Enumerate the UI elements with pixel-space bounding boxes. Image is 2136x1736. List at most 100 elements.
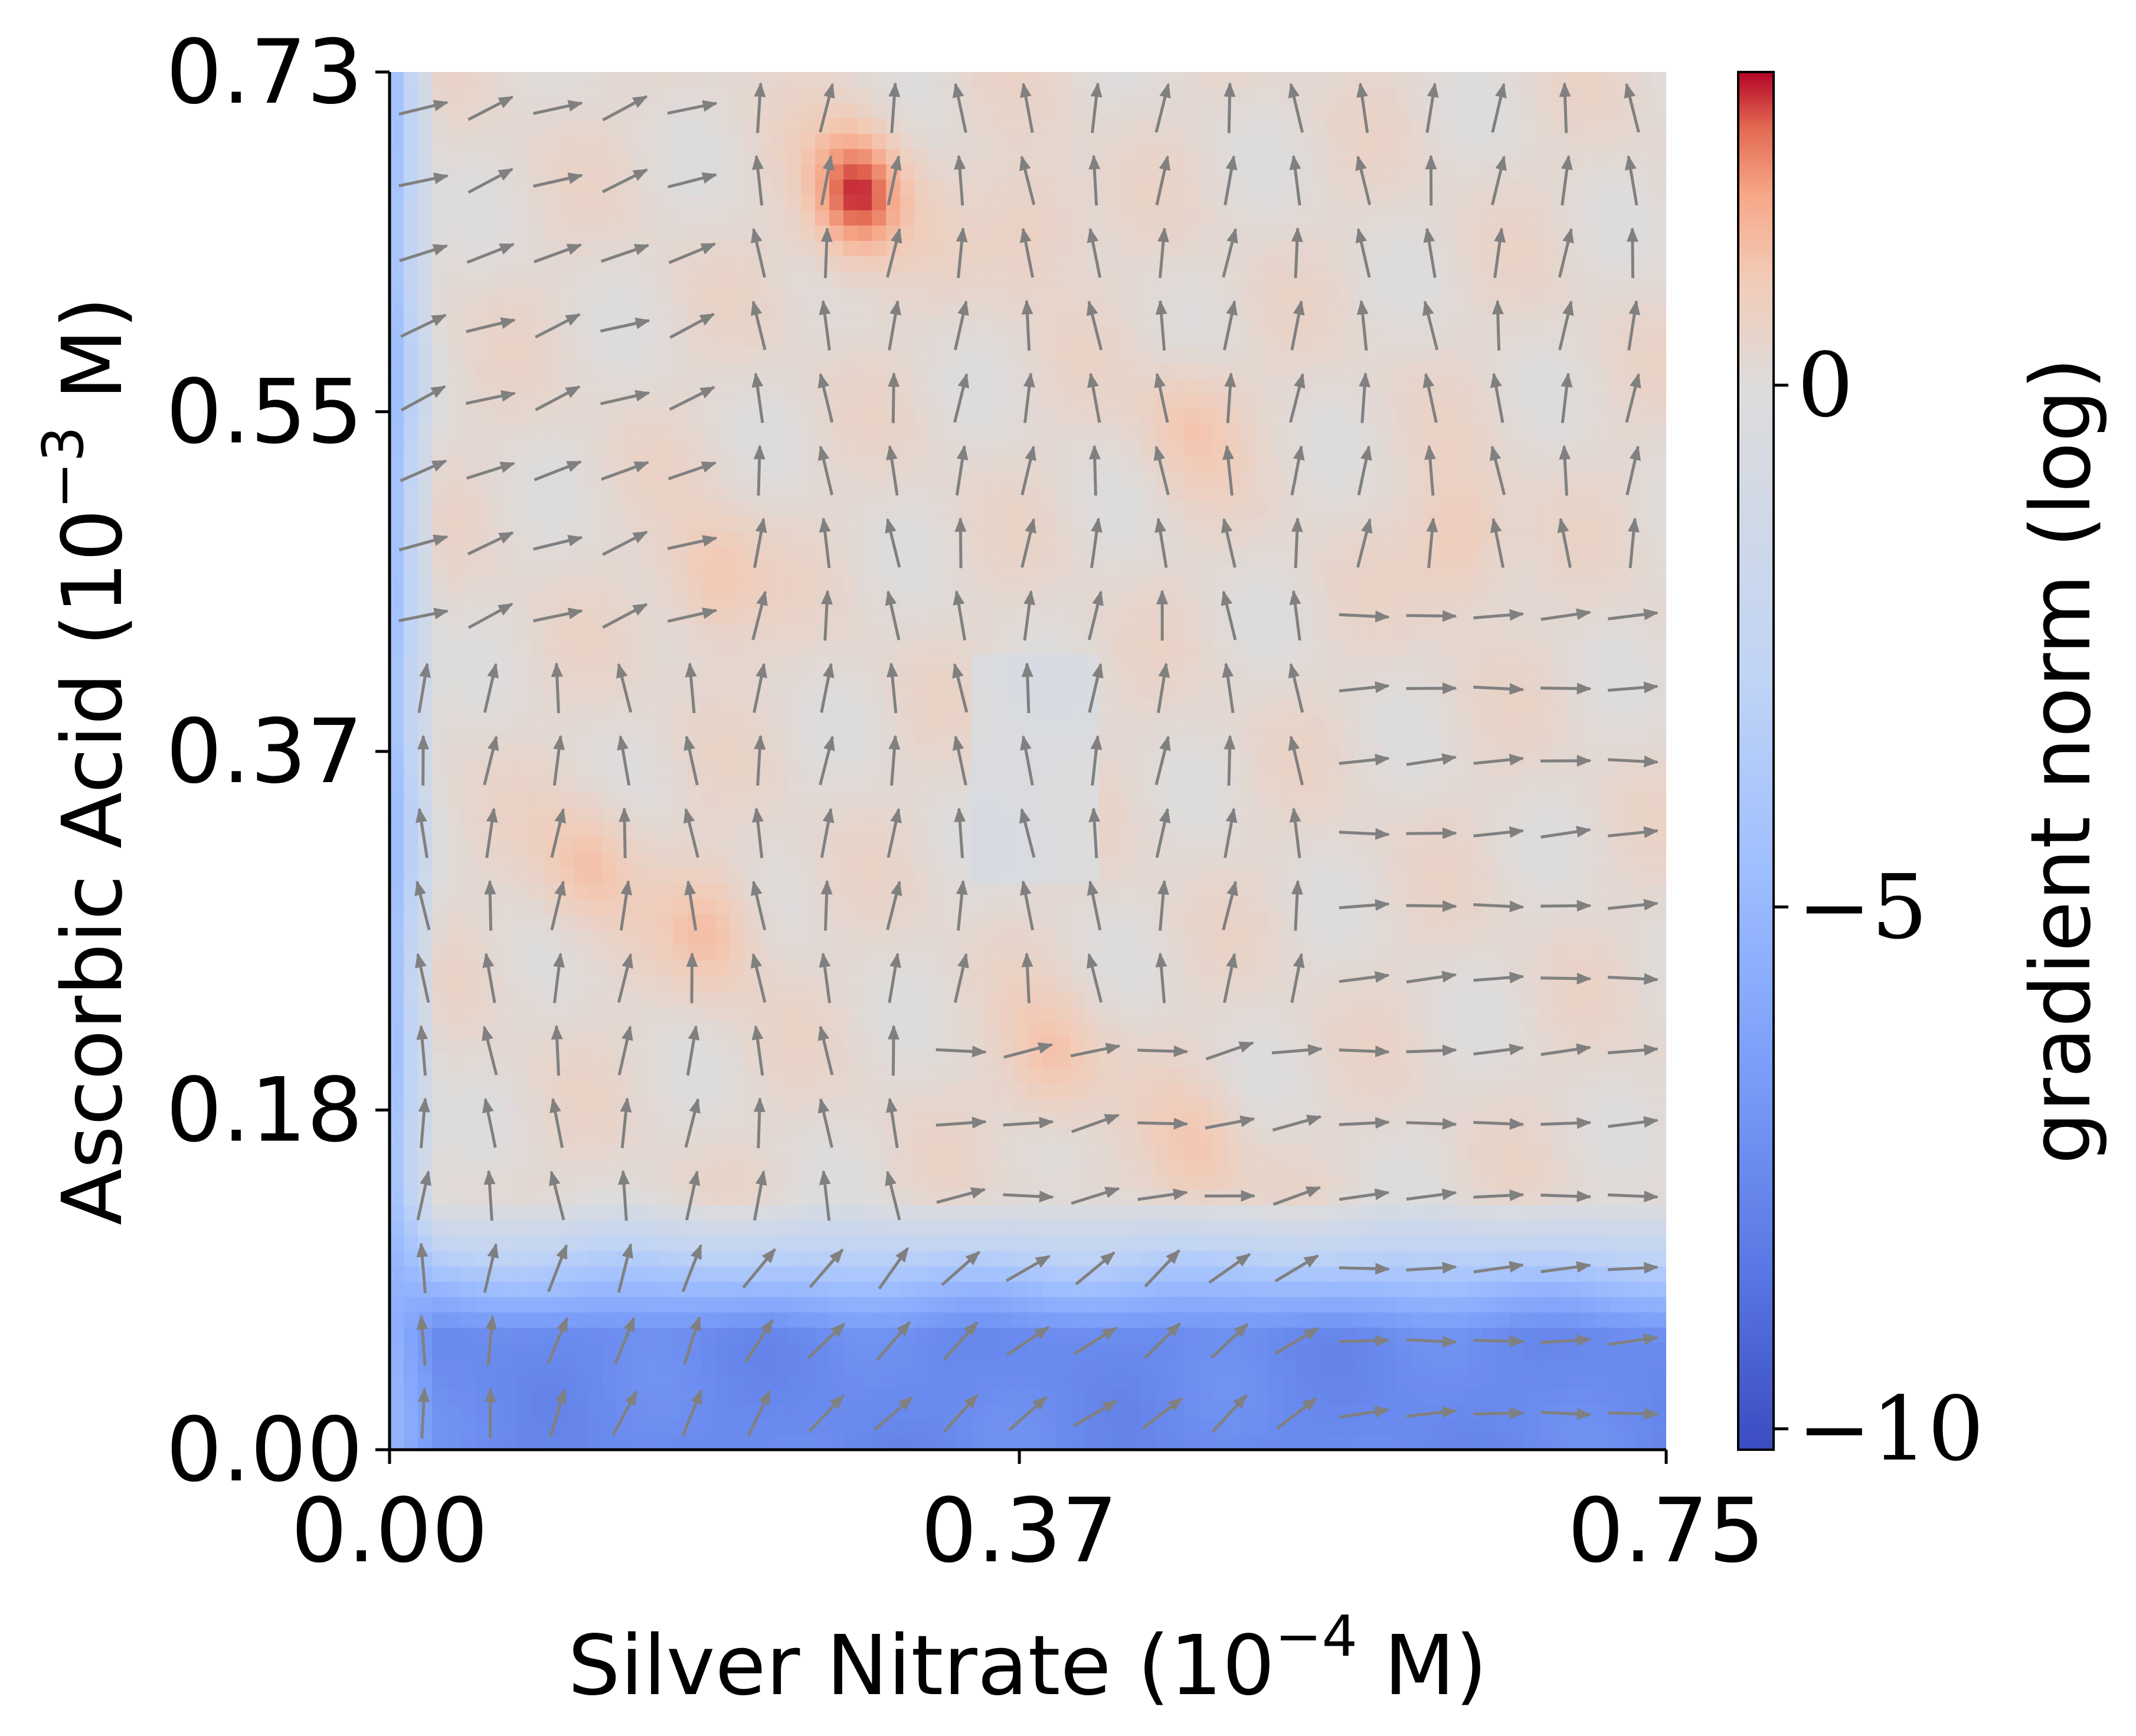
- heatmap-cell: [630, 1189, 646, 1205]
- heatmap-cell: [645, 179, 660, 195]
- heatmap-cell: [800, 1128, 816, 1145]
- heatmap-cell: [446, 638, 461, 655]
- heatmap-cell: [985, 393, 1000, 410]
- heatmap-cell: [1169, 822, 1185, 838]
- heatmap-cell: [1169, 1266, 1185, 1282]
- heatmap-cell: [943, 761, 958, 777]
- heatmap-cell: [985, 653, 1000, 670]
- heatmap-cell: [390, 1189, 404, 1205]
- heatmap-cell: [545, 501, 561, 516]
- heatmap-cell: [560, 746, 575, 761]
- heatmap-cell: [517, 470, 532, 486]
- heatmap-cell: [900, 1005, 915, 1022]
- heatmap-cell: [843, 148, 858, 165]
- heatmap-cell: [630, 699, 646, 715]
- heatmap-cell: [971, 791, 986, 807]
- heatmap-cell: [999, 424, 1015, 440]
- heatmap-cell: [957, 179, 972, 195]
- heatmap-cell: [1169, 791, 1185, 807]
- heatmap-cell: [630, 210, 646, 226]
- heatmap-cell: [744, 1128, 759, 1145]
- heatmap-cell: [446, 470, 461, 486]
- heatmap-cell: [630, 1266, 646, 1282]
- heatmap-cell: [630, 1419, 646, 1435]
- heatmap-cell: [475, 1189, 490, 1205]
- heatmap-cell: [404, 1113, 418, 1129]
- heatmap-cell: [971, 194, 986, 211]
- heatmap-cell: [1098, 378, 1114, 394]
- heatmap-cell: [1028, 393, 1043, 410]
- heatmap-cell: [404, 990, 418, 1006]
- heatmap-cell: [730, 776, 745, 792]
- heatmap-cell: [1169, 806, 1185, 823]
- heatmap-cell: [772, 501, 787, 516]
- heatmap-cell: [772, 316, 787, 333]
- heatmap-cell: [829, 914, 844, 930]
- heatmap-cell: [829, 791, 844, 807]
- heatmap-cell: [1070, 852, 1085, 869]
- heatmap-cell: [602, 1250, 617, 1267]
- heatmap-cell: [602, 761, 617, 777]
- heatmap-cell: [432, 1097, 447, 1114]
- heatmap-cell: [531, 1128, 547, 1145]
- heatmap-cell: [1070, 1159, 1085, 1175]
- heatmap-cell: [446, 133, 461, 149]
- heatmap-cell: [602, 1097, 617, 1114]
- heatmap-cell: [928, 210, 944, 226]
- heatmap-cell: [800, 791, 816, 807]
- heatmap-cell: [872, 653, 887, 670]
- heatmap-cell: [900, 1373, 915, 1390]
- heatmap-cell: [503, 852, 518, 869]
- heatmap-cell: [645, 1005, 660, 1022]
- heatmap-cell: [588, 133, 603, 149]
- heatmap-cell: [659, 1005, 674, 1022]
- heatmap-cell: [730, 87, 745, 103]
- heatmap-cell: [800, 960, 816, 976]
- heatmap-cell: [914, 439, 930, 456]
- heatmap-cell: [574, 1419, 589, 1435]
- heatmap-cell: [1113, 592, 1128, 609]
- heatmap-cell: [1013, 761, 1029, 777]
- heatmap-cell: [602, 868, 617, 884]
- heatmap-cell: [928, 1143, 944, 1160]
- heatmap-cell: [1042, 102, 1057, 119]
- heatmap-cell: [928, 746, 944, 761]
- heatmap-cell: [1042, 133, 1057, 149]
- heatmap-cell: [630, 761, 646, 777]
- heatmap-cell: [715, 179, 731, 195]
- heatmap-cell: [701, 776, 717, 792]
- heatmap-cell: [985, 485, 1000, 501]
- heatmap-cell: [503, 837, 518, 854]
- heatmap-cell: [418, 501, 433, 516]
- heatmap-cell: [886, 1296, 901, 1313]
- heatmap-cell: [800, 1097, 816, 1114]
- heatmap-cell: [404, 623, 418, 639]
- heatmap-cell: [460, 1005, 475, 1022]
- heatmap-cell: [673, 776, 688, 792]
- heatmap-cell: [645, 837, 660, 854]
- heatmap-cell: [503, 791, 518, 807]
- heatmap-cell: [758, 148, 773, 165]
- heatmap-cell: [829, 240, 844, 256]
- heatmap-cell: [1070, 960, 1085, 976]
- heatmap-cell: [390, 501, 404, 516]
- heatmap-cell: [730, 1327, 745, 1343]
- heatmap-cell: [489, 623, 504, 639]
- heatmap-cell: [446, 776, 461, 792]
- heatmap-cell: [503, 914, 518, 930]
- heatmap-cell: [503, 1373, 518, 1390]
- heatmap-cell: [858, 516, 872, 532]
- heatmap-cell: [843, 1235, 858, 1251]
- heatmap-cell: [673, 271, 688, 287]
- heatmap-cell: [758, 1205, 773, 1221]
- heatmap-cell: [432, 1036, 447, 1052]
- heatmap-cell: [1056, 1097, 1071, 1114]
- heatmap-cell: [886, 347, 901, 364]
- heatmap-cell: [715, 501, 731, 516]
- heatmap-cell: [914, 102, 930, 119]
- heatmap-cell: [900, 316, 915, 333]
- heatmap-cell: [432, 72, 447, 88]
- heatmap-cell: [786, 286, 802, 302]
- heatmap-cell: [1155, 1021, 1170, 1037]
